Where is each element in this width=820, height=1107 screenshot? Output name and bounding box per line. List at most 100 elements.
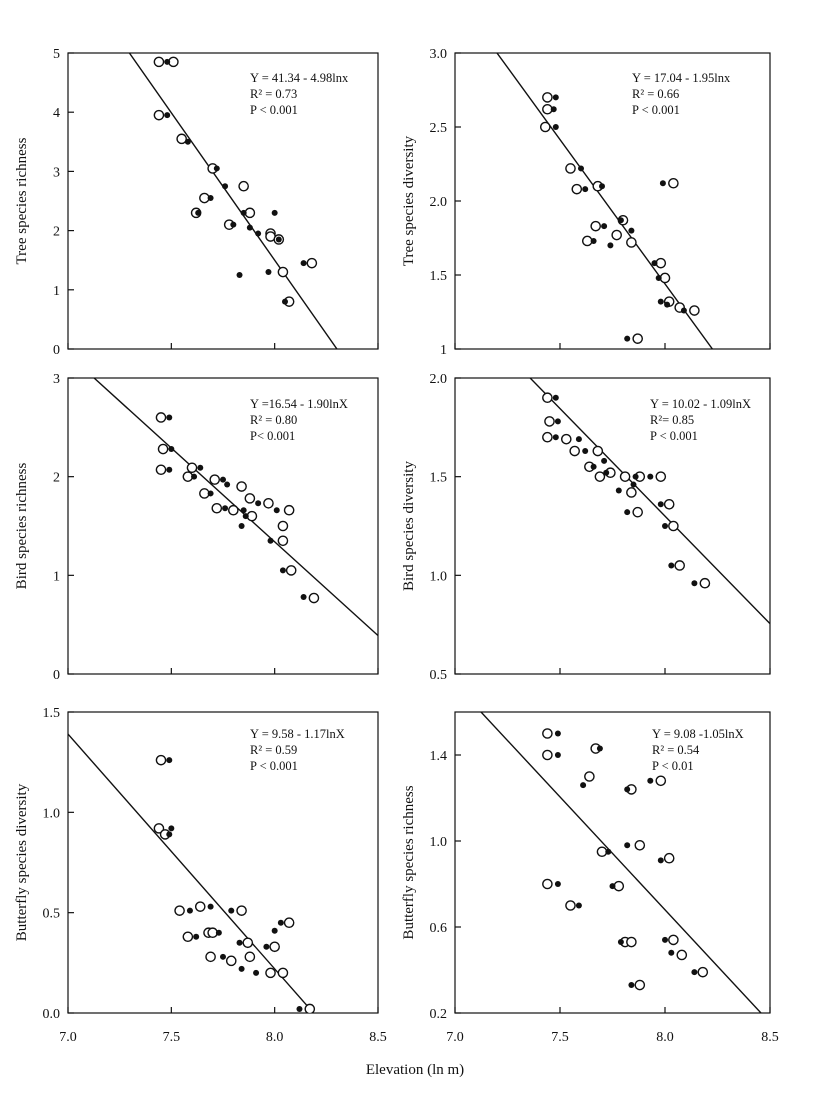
data-point-filled: [601, 223, 608, 230]
data-point-open: [569, 445, 581, 457]
data-point-filled: [607, 242, 614, 249]
data-point-filled: [242, 513, 249, 520]
data-point-open: [571, 183, 583, 195]
chart-panel-3: 0 1 2 3 Bird species richness Y =16.54 - 1.90…: [14, 372, 379, 683]
data-point-open: [542, 92, 553, 103]
data-point-filled: [166, 466, 173, 473]
data-point-filled: [224, 481, 231, 488]
data-point-open: [611, 229, 623, 241]
data-point-open: [565, 900, 576, 911]
data-point-open: [565, 163, 576, 174]
data-point-open: [626, 936, 637, 948]
data-point-open: [582, 235, 593, 247]
regression-annotation: Y = 41.34 - 4.98lnx: [250, 71, 349, 85]
data-point-open: [596, 846, 608, 858]
data-point-filled: [184, 138, 191, 145]
x-tick-label: 7.5: [551, 1030, 569, 1045]
y-tick-label: 3.0: [430, 47, 448, 62]
y-axis-label: Butterfly species diversity: [14, 783, 30, 941]
data-point-open: [153, 823, 165, 834]
data-point-open: [277, 266, 289, 278]
data-point-filled: [624, 786, 631, 793]
regression-annotation: P < 0.01: [652, 759, 694, 773]
data-point-open: [668, 520, 679, 532]
data-point-open: [542, 728, 553, 739]
data-point-filled: [609, 883, 616, 890]
data-point-filled: [554, 752, 561, 758]
plot-frame: [454, 52, 771, 350]
data-point-open: [699, 577, 711, 589]
regression-line: [480, 712, 762, 1013]
regression-annotation: R² = 0.66: [632, 87, 679, 101]
data-point-open: [634, 979, 646, 991]
data-point-open: [668, 934, 679, 946]
data-point-open: [186, 462, 198, 474]
data-point-filled: [238, 523, 245, 529]
y-tick-label: 0: [53, 343, 60, 358]
data-point-open: [155, 754, 167, 766]
data-point-filled: [273, 507, 280, 514]
data-point-open: [176, 133, 187, 145]
data-point-filled: [193, 933, 200, 940]
data-point-open: [592, 445, 604, 457]
y-tick-label: 1.0: [43, 806, 61, 821]
data-point-open: [634, 840, 646, 851]
data-point-filled: [552, 394, 559, 401]
data-point-open: [306, 257, 318, 269]
y-tick-label: 1.5: [430, 471, 448, 486]
regression-annotation: R² = 0.59: [250, 743, 297, 757]
data-point-open: [242, 937, 254, 949]
data-point-filled: [575, 902, 582, 909]
x-axis-label: Elevation (ln m): [366, 1062, 464, 1078]
y-tick-label: 4: [53, 106, 60, 121]
y-tick-label: 0: [53, 668, 60, 683]
data-point-open: [632, 506, 644, 518]
data-point-filled: [166, 757, 173, 764]
data-point-filled: [605, 848, 612, 855]
data-point-filled: [271, 209, 278, 216]
data-point-open: [285, 565, 297, 576]
x-tick-label: 8.5: [369, 1030, 387, 1045]
y-axis-label: Tree species diversity: [401, 135, 417, 266]
data-point-open: [155, 464, 167, 476]
panels: 0 1 2 3 4 5 Tree species richness Y = 41.34 - 4…: [14, 47, 779, 1045]
data-point-open: [697, 966, 709, 978]
data-point-filled: [554, 418, 561, 425]
data-point-filled: [220, 476, 226, 483]
data-point-open: [542, 749, 553, 761]
data-point-open: [632, 333, 644, 344]
data-point-filled: [296, 1005, 303, 1012]
data-point-filled: [590, 463, 597, 470]
data-point-filled: [691, 969, 698, 976]
data-point-filled: [628, 227, 635, 234]
data-point-open: [304, 1003, 316, 1013]
data-point-open: [155, 412, 167, 423]
data-point-filled: [300, 260, 307, 267]
chart-panel-4: 0.5 1.0 1.5 2.0 Bird species diversity Y = 10…: [401, 372, 771, 683]
data-point-open: [153, 56, 165, 68]
data-point-filled: [575, 436, 582, 443]
data-point-filled: [168, 825, 175, 832]
y-tick-label: 3: [53, 165, 60, 180]
y-axis-label: Bird species richness: [14, 463, 30, 590]
data-point-filled: [300, 594, 307, 601]
data-point-filled: [197, 464, 204, 471]
data-point-filled: [590, 237, 597, 244]
data-point-filled: [230, 221, 237, 228]
data-point-filled: [207, 490, 214, 497]
y-tick-label: 0.5: [430, 668, 448, 683]
data-point-open: [659, 272, 671, 284]
data-point-open: [265, 967, 276, 979]
data-point-filled: [668, 949, 675, 956]
data-point-filled: [552, 434, 559, 441]
data-point-filled: [164, 112, 171, 119]
data-point-filled: [668, 562, 675, 569]
chart-panel-1: 0 1 2 3 4 5 Tree species richness Y = 41.34 - 4…: [14, 47, 379, 358]
regression-line: [529, 378, 770, 625]
y-tick-label: 2.0: [430, 372, 448, 387]
data-point-open: [663, 852, 675, 864]
data-point-filled: [550, 106, 557, 113]
plot-frame: [67, 52, 379, 350]
data-point-filled: [220, 953, 226, 960]
data-point-open: [174, 905, 185, 916]
